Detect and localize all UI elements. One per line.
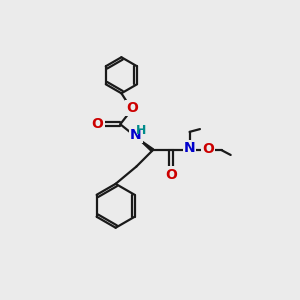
Polygon shape [136,137,154,152]
Text: O: O [202,142,214,156]
Text: N: N [130,128,142,142]
Text: N: N [184,141,195,155]
Text: H: H [136,124,147,137]
Text: O: O [126,101,138,115]
Text: O: O [165,168,177,182]
Text: O: O [92,117,103,131]
